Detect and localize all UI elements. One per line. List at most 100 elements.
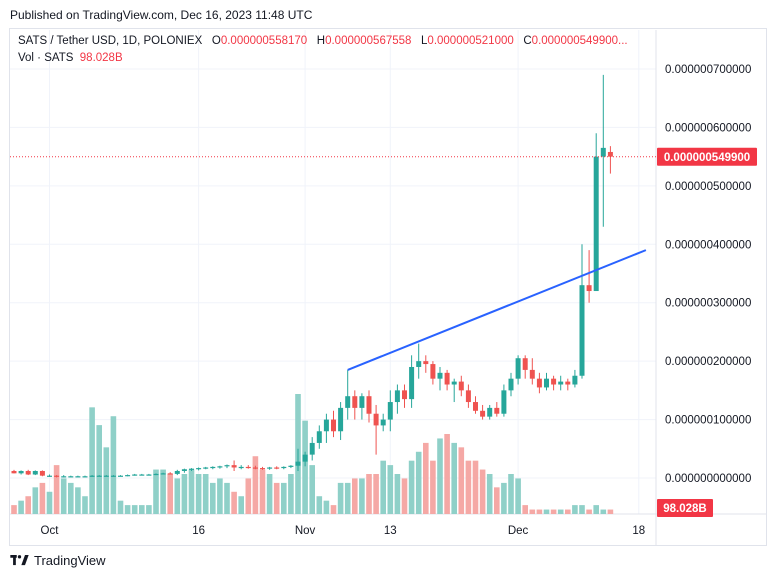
volume-bar [288,474,294,514]
candle-body [345,396,351,408]
low-label: L [421,35,428,47]
candle-body [252,467,258,469]
candle-body [302,454,308,462]
volume-bar [32,487,39,514]
volume-bar [458,447,465,514]
candle-body [451,381,457,385]
volume-bar [494,487,500,514]
y-axis: 0.000000000000 0.000000100000 0.0000002000… [665,64,751,485]
volume-bar [82,496,88,514]
volume-bar [96,425,102,514]
candle-body [473,402,478,411]
candle-body [444,372,450,385]
volume-bar [522,505,528,514]
volume-bar [259,469,266,514]
volume-value: 98.028B [79,52,123,64]
published-caption: Published on TradingView.com, Dec 16, 20… [10,8,313,22]
volume-bar [337,482,344,514]
volume-bar [146,505,152,514]
volume-bar [39,482,46,514]
candle-body [437,372,443,379]
volume-bar [217,478,223,514]
candle-body [359,396,365,408]
candle-body [430,364,436,379]
footer-brand[interactable]: TradingView [10,553,106,568]
volume-bar [415,451,422,514]
candle-body [309,442,315,455]
candle-body [288,465,294,467]
volume-bar [380,460,386,514]
candle-body [572,375,578,385]
volume-bar [536,509,543,514]
volume-bar [103,447,110,514]
candle-body [536,378,542,388]
tradingview-logo-icon [10,555,29,566]
candle-body [203,467,209,469]
volume-bar [139,505,145,514]
volume-bar [302,420,308,514]
candle-body [366,396,372,414]
candle-body [103,475,109,477]
volume-bar [245,478,252,514]
candle-body [25,470,31,475]
candle-body [89,475,95,477]
candle-body [480,410,486,417]
candle-body [245,466,251,469]
candle-body [394,390,400,403]
y-tick-label: 0.000000000000 [665,473,751,485]
symbol-label: SATS / Tether USD, 1D, POLONIEX [18,35,203,47]
volume-bar [607,509,614,514]
volume-bar [501,482,507,514]
candle-body [409,366,415,400]
volume-bar [352,478,358,514]
candle-body [323,419,329,432]
candle-body [423,361,429,365]
x-tick-label: Dec [508,525,529,537]
volume-bar [430,460,436,514]
candle-body [402,390,407,400]
candle-body [387,402,393,420]
candle-body [515,358,521,379]
y-tick-label: 0.000000300000 [665,298,751,310]
volume-bar [529,509,536,514]
candle-body [522,358,528,370]
candle-body [260,468,265,470]
volume-bar [394,474,401,514]
volume-bar [565,509,571,514]
x-axis: Oct 16 Nov 13 Dec 18 [41,525,646,537]
candle-body [458,381,464,391]
volume-bar [124,505,131,514]
candle-body [316,431,322,443]
volume-bar [131,505,138,514]
volume-bar [423,442,429,514]
volume-bar [252,456,259,514]
open-label: O [211,35,221,47]
candle-body [146,474,152,476]
candle-body [238,466,244,469]
volume-badge-label: 98.028B [663,503,706,515]
candle-body [96,475,102,477]
trend-line-layer [10,156,656,371]
close-label: C [523,35,532,47]
candle-body [18,470,24,474]
candle-body [487,407,493,417]
volume-bar [195,474,202,514]
trend-line [347,249,647,371]
candle-body [338,407,344,432]
candle-body [281,466,287,469]
volume-bar [344,482,351,514]
volume-bar [273,482,280,514]
volume-bar [231,491,237,514]
volume-bar [408,460,415,514]
candle-body [373,413,379,426]
candle-body [75,476,81,478]
candle-body [352,396,358,408]
candle-body [501,390,507,414]
volume-bar [465,460,472,514]
volume-bar [153,469,159,514]
candle-body [39,470,45,476]
volume-bar [224,482,230,514]
volume-bar [557,509,564,514]
candle-body [217,466,223,468]
